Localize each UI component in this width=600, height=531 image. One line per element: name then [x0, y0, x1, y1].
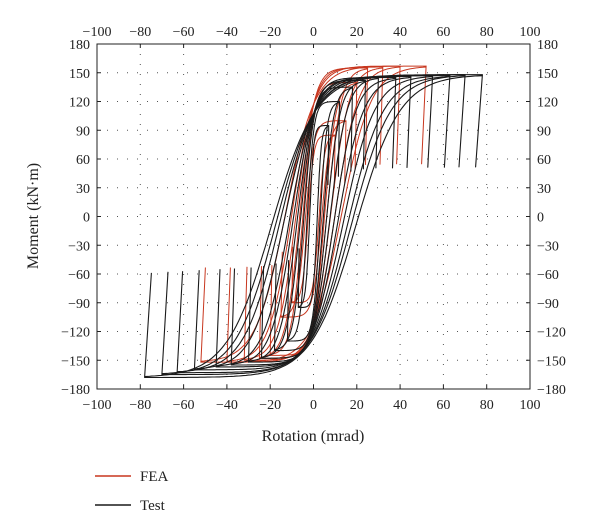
y-tick-label-left: −120: [61, 326, 90, 341]
y-tick-label-right: 30: [537, 182, 551, 197]
x-tick-label-top: −80: [129, 25, 151, 40]
y-tick-label-right: −30: [537, 239, 559, 254]
hysteresis-loop: [176, 75, 451, 374]
grid: [97, 44, 530, 389]
x-tick-label-bottom: 100: [520, 398, 541, 413]
x-tick-label-top: −60: [173, 25, 195, 40]
x-tick-label-top: 20: [350, 25, 364, 40]
y-tick-label-right: 60: [537, 153, 551, 168]
hysteresis-loop: [260, 79, 367, 359]
y-tick-label-left: −60: [68, 268, 90, 283]
y-tick-label-right: −180: [537, 383, 566, 398]
y-tick-label-left: 120: [69, 96, 90, 111]
x-tick-label-top: 80: [480, 25, 494, 40]
y-tick-label-left: 0: [83, 211, 90, 226]
hysteresis-loop: [286, 100, 341, 342]
hysteresis-loop: [144, 74, 483, 379]
x-tick-label-top: −20: [259, 25, 281, 40]
y-tick-label-left: −150: [61, 354, 90, 369]
tick-labels: −100 −100 −80 −80 −60 −60 −40 −40 −20 −20 0 0 20 20 40…: [61, 25, 566, 413]
x-tick-label-bottom: 40: [393, 398, 407, 413]
x-tick-label-top: 100: [520, 25, 541, 40]
y-tick-label-left: 150: [69, 67, 90, 82]
legend-test-label: Test: [140, 498, 166, 514]
hysteresis-loop: [226, 65, 401, 363]
legend: FEA Test: [95, 469, 169, 514]
y-tick-label-left: −30: [68, 239, 90, 254]
hysteresis-loop: [273, 86, 354, 352]
y-tick-label-left: 90: [76, 124, 90, 139]
x-tick-label-top: 40: [393, 25, 407, 40]
y-tick-label-right: 150: [537, 67, 558, 82]
y-tick-label-right: −120: [537, 326, 566, 341]
x-tick-label-bottom: −60: [173, 398, 195, 413]
plot-frame: [96, 43, 531, 390]
y-tick-label-left: 60: [76, 153, 90, 168]
y-axis-title: Moment (kN·m): [25, 163, 42, 269]
y-tick-label-right: 90: [537, 124, 551, 139]
y-tick-label-left: 180: [69, 38, 90, 53]
y-tick-label-left: 30: [76, 182, 90, 197]
series-test: [144, 74, 483, 379]
y-tick-label-left: −180: [61, 383, 90, 398]
y-tick-label-right: −150: [537, 354, 566, 369]
y-tick-label-right: 0: [537, 211, 544, 226]
ticks: [96, 43, 531, 390]
x-tick-label-bottom: 80: [480, 398, 494, 413]
y-tick-label-right: −90: [537, 297, 559, 312]
legend-fea-label: FEA: [140, 469, 169, 485]
hysteresis-loop: [161, 74, 466, 376]
x-tick-label-top: −40: [216, 25, 238, 40]
y-tick-label-right: −60: [537, 268, 559, 283]
hysteresis-loop: [291, 134, 336, 304]
x-tick-label-bottom: −40: [216, 398, 238, 413]
y-tick-label-right: 180: [537, 38, 558, 53]
curves: [144, 65, 483, 379]
y-tick-label-right: 120: [537, 96, 558, 111]
y-tick-label-left: −90: [68, 297, 90, 312]
x-tick-label-bottom: −80: [129, 398, 151, 413]
x-tick-label-bottom: 60: [436, 398, 450, 413]
x-tick-label-bottom: −100: [83, 398, 112, 413]
x-tick-label-top: 60: [436, 25, 450, 40]
x-tick-label-top: 0: [310, 25, 317, 40]
x-tick-label-bottom: 20: [350, 398, 364, 413]
x-tick-label-top: −100: [83, 25, 112, 40]
x-tick-label-bottom: −20: [259, 398, 281, 413]
x-axis-title: Rotation (mrad): [262, 428, 365, 445]
x-tick-label-bottom: 0: [310, 398, 317, 413]
hysteresis-loop: [193, 75, 434, 371]
hysteresis-loop: [215, 76, 412, 368]
